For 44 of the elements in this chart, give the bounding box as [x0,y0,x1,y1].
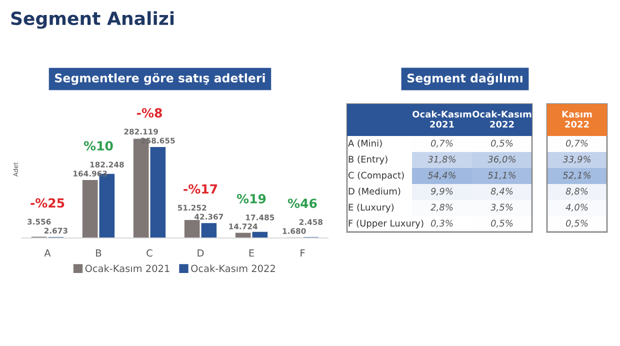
legend-label: Ocak-Kasım 2021 [85,264,170,272]
data-label: 4,0% [566,204,588,212]
data-label: 0,7% [566,140,588,148]
annotation: -%17 [184,184,218,194]
data-label: 51,1% [488,172,516,180]
chart-subtitle: Segmentlere göre satış adetleri [55,73,265,85]
annotation: %19 [236,194,266,204]
data-label: 8,4% [490,188,513,196]
data-label: 8,8% [566,188,588,196]
legend-label: Ocak-Kasım 2022 [191,264,275,272]
annotation: -%25 [30,198,64,208]
x-tick-label: C [146,249,152,257]
annotation: %10 [84,141,113,151]
y-tick-label: C (Compact) [348,172,404,180]
x-tick-label: A [44,249,51,256]
data-label: 31,8% [428,156,456,164]
annotation: %46 [288,198,317,208]
x-tick-label: E [249,249,254,256]
x-tick-label: B [96,249,102,256]
y-tick-label: B (Entry) [348,156,388,164]
chart-title: Segment dağılımı [407,73,522,85]
data-label: 0,5% [490,220,513,228]
y-tick-label: E (Luxury) [348,204,394,212]
data-label: 0,7% [430,140,453,148]
x-tick-label: D [198,249,204,256]
data-label: 36,0% [488,156,516,164]
x-tick-label: Ocak-Kasım 2021 [412,110,472,128]
data-label: 0,3% [430,220,453,228]
data-label: 0,5% [490,140,513,148]
data-label: 33,9% [562,156,591,164]
y-tick-label: F (Upper Luxury) [348,220,424,228]
data-label: 9,9% [430,188,453,196]
data-label: 2,8% [430,204,453,212]
x-tick-label: Ocak-Kasım 2022 [472,110,532,128]
data-label: 54,4% [428,172,456,180]
data-label: 0,5% [566,220,588,228]
data-label: 52,1% [562,172,591,180]
text: -%8 [136,108,162,118]
y-tick-label: A (Mini) [348,140,382,148]
x-tick-label: F [300,249,305,256]
chart-title: Segment Analizi [11,11,174,29]
y-tick-label: D (Medium) [348,188,400,196]
x-tick-label: Kasım 2022 [562,110,592,128]
data-label: 3,5% [490,204,513,212]
